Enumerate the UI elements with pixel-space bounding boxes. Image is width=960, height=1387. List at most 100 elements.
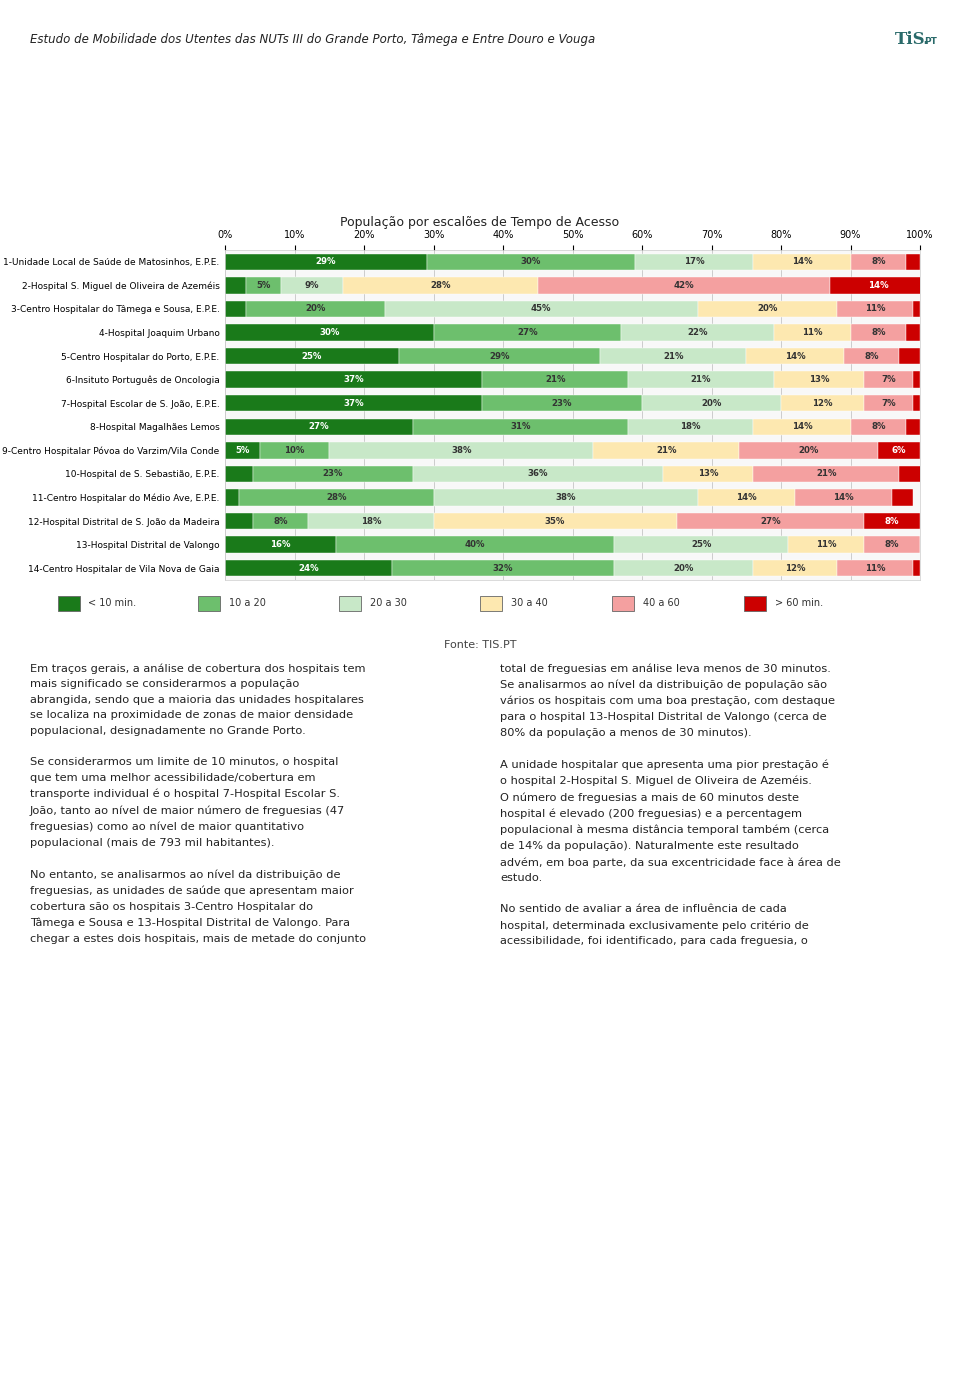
Bar [225,254,426,270]
Bar [434,325,621,341]
Text: 40 a 60: 40 a 60 [643,598,680,608]
Bar [280,277,343,294]
Bar [851,254,906,270]
Text: 14%: 14% [736,492,756,502]
Text: 38%: 38% [451,445,471,455]
Bar [336,537,614,553]
Text: > 60 min.: > 60 min. [775,598,823,608]
Text: 5%: 5% [235,445,250,455]
Bar [864,537,920,553]
Bar [851,325,906,341]
Text: Figura 7 – População por escalões de tempo de acesso, em função do tempo mínimo : Figura 7 – População por escalões de tem… [45,140,771,153]
Text: 21%: 21% [691,374,711,384]
Bar [329,442,593,459]
Bar [593,442,739,459]
Text: 22%: 22% [687,327,708,337]
Bar [612,595,634,612]
Bar [225,301,246,318]
Text: 18%: 18% [681,422,701,431]
Text: 7%: 7% [881,374,896,384]
Bar [642,395,781,412]
Bar [225,560,392,577]
Text: 5%: 5% [256,280,271,290]
Text: 32%: 32% [492,563,514,573]
Text: 20%: 20% [674,563,694,573]
Bar [225,466,252,483]
Bar [864,395,913,412]
Text: 38%: 38% [555,492,576,502]
Text: 20 a 30: 20 a 30 [370,598,407,608]
Bar [844,348,900,365]
Bar [225,513,252,530]
Bar [621,325,774,341]
Bar [892,490,913,506]
Text: 20%: 20% [799,445,819,455]
Bar [746,348,844,365]
Bar [246,301,385,318]
Text: 14%: 14% [792,257,812,266]
Text: 36%: 36% [527,469,548,479]
Bar [628,372,774,388]
Bar [781,395,864,412]
Text: 8%: 8% [274,516,288,526]
Text: 25%: 25% [691,540,711,549]
Text: 23%: 23% [552,398,572,408]
Text: Fonte: TIS.PT: Fonte: TIS.PT [444,641,516,651]
Text: 45%: 45% [531,304,551,313]
Bar [754,560,836,577]
Text: 8%: 8% [885,540,900,549]
Text: 12%: 12% [784,563,805,573]
Text: 21%: 21% [545,374,565,384]
Bar [385,301,698,318]
Bar [829,277,927,294]
Text: 20%: 20% [756,304,778,313]
Text: 30 a 40: 30 a 40 [511,598,547,608]
Text: 27%: 27% [760,516,780,526]
Text: 30%: 30% [319,327,340,337]
Bar [434,513,677,530]
Text: 12%: 12% [812,398,833,408]
Bar [864,372,913,388]
Bar [260,442,329,459]
Text: 28%: 28% [326,492,347,502]
Text: 7%: 7% [881,398,896,408]
Text: 31%: 31% [510,422,531,431]
Bar [795,490,892,506]
Bar [239,490,434,506]
Bar [677,513,864,530]
Text: 8%: 8% [864,351,878,361]
Text: .: . [922,31,928,49]
Text: 29%: 29% [316,257,336,266]
Bar [754,466,900,483]
Text: 14%: 14% [833,492,853,502]
Text: 20%: 20% [702,398,722,408]
Bar [788,537,864,553]
Text: 27%: 27% [308,422,329,431]
Bar [434,490,698,506]
Text: 21%: 21% [816,469,836,479]
Text: 17%: 17% [684,257,705,266]
Text: 8%: 8% [885,516,900,526]
Bar [662,466,754,483]
Text: 20%: 20% [305,304,325,313]
Text: 10 a 20: 10 a 20 [229,598,266,608]
Text: Em traços gerais, a análise de cobertura dos hospitais tem
mais significado se c: Em traços gerais, a análise de cobertura… [30,663,366,943]
Text: total de freguesias em análise leva menos de 30 minutos.
Se analisarmos ao nível: total de freguesias em análise leva meno… [500,663,841,946]
Text: 24%: 24% [299,563,319,573]
Bar [913,301,920,318]
Text: 11%: 11% [802,327,823,337]
Text: 40%: 40% [465,540,486,549]
Bar [906,325,920,341]
Bar [538,277,829,294]
Bar [739,442,878,459]
Bar [482,395,642,412]
Bar [225,490,239,506]
Bar [900,348,920,365]
Bar [600,348,746,365]
Text: 14%: 14% [784,351,805,361]
Bar [339,595,361,612]
Text: 35%: 35% [545,516,565,526]
Bar [754,254,851,270]
Text: 8%: 8% [871,422,885,431]
Bar [636,254,754,270]
